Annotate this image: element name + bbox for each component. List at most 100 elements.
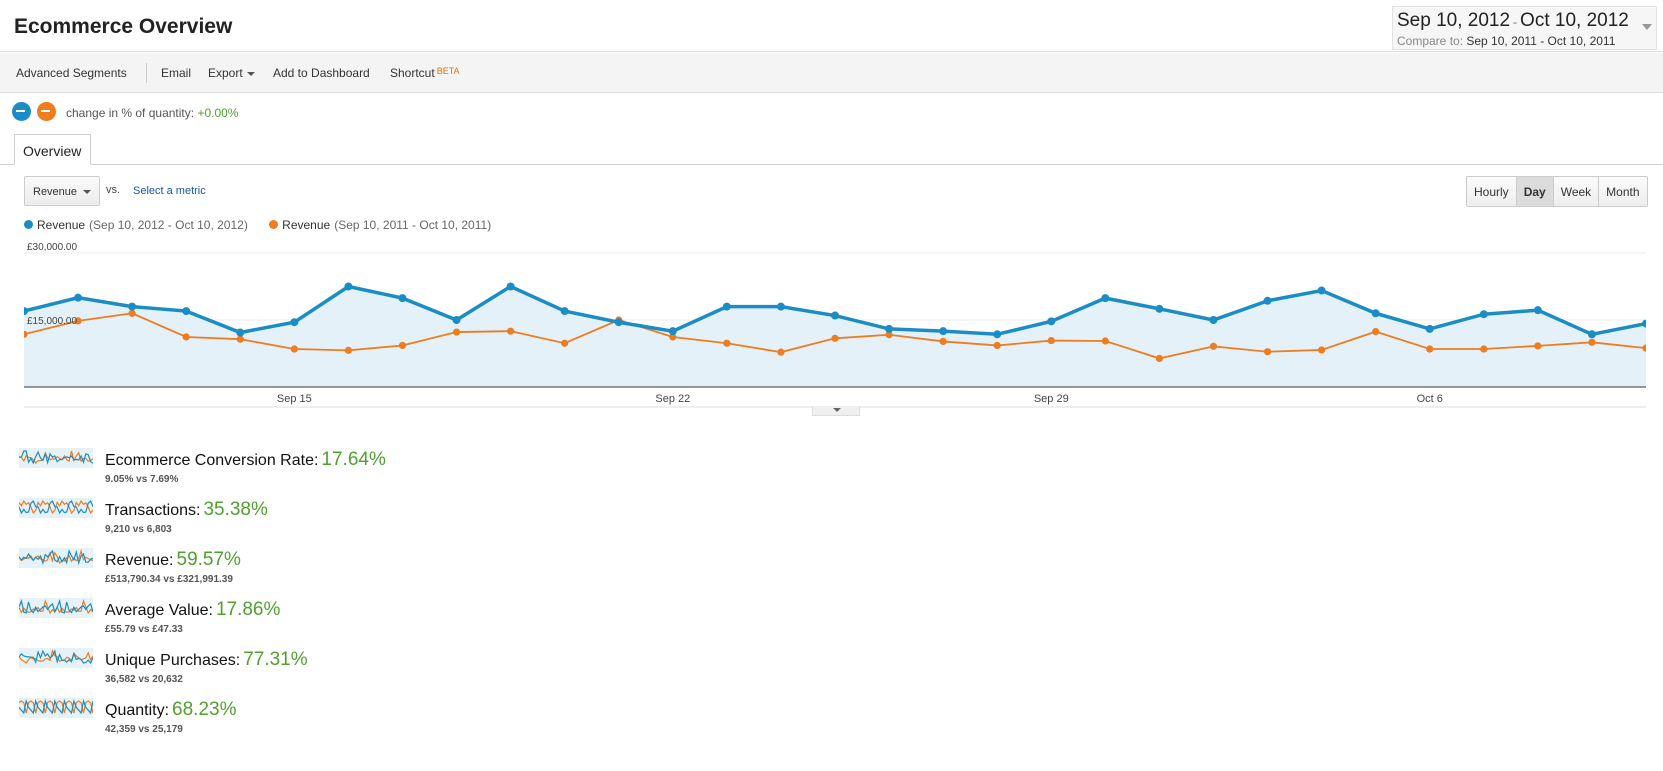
data-point (722, 302, 731, 311)
date-range-picker[interactable]: Sep 10, 2012- Oct 10, 2012 Compare to: Se… (1392, 6, 1657, 50)
sparkline-series (19, 598, 93, 614)
data-point (398, 341, 407, 350)
compare-label: Compare to: (1397, 34, 1464, 48)
data-point (1263, 348, 1272, 356)
data-point (1209, 342, 1218, 350)
toolbar: Advanced Segments Email Export Add to Da… (0, 53, 1663, 93)
data-point (74, 293, 83, 302)
data-point (344, 282, 353, 291)
chevron-down-icon[interactable] (1642, 24, 1652, 30)
data-point (776, 302, 785, 311)
metric-name: Average Value: (105, 602, 213, 619)
select-metric-link[interactable]: Select a metric (133, 185, 206, 197)
legend-item-previous[interactable]: Revenue (Sep 10, 2011 - Oct 10, 2011) (269, 218, 491, 232)
hourly-button[interactable]: Hourly (1467, 177, 1517, 206)
metric-compare: 36,582 vs 20,632 (105, 674, 183, 685)
data-point (1534, 342, 1542, 350)
sparkline (19, 548, 93, 568)
data-point (1642, 319, 1646, 328)
advanced-segments-button[interactable]: Advanced Segments (16, 66, 127, 80)
data-point (236, 335, 244, 343)
beta-badge: BETA (436, 66, 460, 76)
date-compare: Compare to: Sep 10, 2011 - Oct 10, 2011 (1397, 34, 1615, 48)
data-point (1101, 294, 1110, 303)
date-start: Sep 10, 2012 (1397, 10, 1511, 31)
add-to-dashboard-button[interactable]: Add to Dashboard (273, 66, 370, 80)
revenue-line-chart[interactable]: £30,000.00 £15,000.00 Sep 15 Sep 22 Sep 29 Oc… (0, 240, 1663, 410)
shortcut-button[interactable]: Shortcut BETA (390, 66, 460, 80)
day-button[interactable]: Day (1516, 177, 1554, 206)
metric-compare: 9.05% vs 7.69% (105, 474, 179, 485)
sparkline (19, 648, 93, 668)
data-point (831, 334, 839, 342)
data-point (1588, 338, 1596, 346)
metric-change: 68.23% (172, 699, 237, 720)
sparkline-series (19, 698, 93, 715)
data-point (290, 318, 299, 327)
vs-label: vs. (106, 184, 121, 196)
data-point (1425, 324, 1434, 333)
data-point (831, 311, 839, 320)
data-point (344, 346, 352, 354)
segment-blue-icon[interactable] (12, 102, 31, 121)
metric-name: Quantity: (105, 702, 170, 719)
data-point (1318, 346, 1326, 354)
data-point (1533, 306, 1542, 315)
data-point (669, 333, 677, 341)
data-point (236, 328, 245, 337)
metric-change: 17.64% (321, 449, 386, 470)
email-button[interactable]: Email (161, 66, 192, 80)
data-point (452, 328, 461, 336)
segment-orange-icon[interactable] (37, 102, 56, 121)
metric-title: Revenue: 59.57% (105, 549, 241, 571)
data-point (1426, 345, 1434, 353)
metric-change: 59.57% (176, 549, 241, 570)
toolbar-divider (146, 63, 147, 83)
series-area (24, 286, 1646, 387)
x-tick-label: Sep 22 (655, 393, 690, 405)
metric-change: 77.31% (243, 649, 308, 670)
metric-name: Unique Purchases: (105, 652, 241, 669)
segment-change-value: +0.00% (197, 106, 239, 120)
data-point (1155, 354, 1163, 363)
data-point (561, 339, 569, 347)
metric-compare: 42,359 vs 25,179 (105, 724, 183, 735)
metric-title: Quantity: 68.23% (105, 699, 236, 721)
date-range-main: Sep 10, 2012- Oct 10, 2012 (1397, 10, 1629, 32)
month-button[interactable]: Month (1599, 177, 1647, 206)
sparkline-series (19, 649, 93, 665)
legend-item-current[interactable]: Revenue (Sep 10, 2012 - Oct 10, 2012) (24, 218, 248, 232)
title-bar: Ecommerce Overview Sep 10, 2012- Oct 10, … (0, 0, 1663, 52)
chart-collapse-handle[interactable] (812, 406, 860, 416)
metric-name: Transactions: (105, 502, 201, 519)
caret-down-icon (83, 190, 91, 194)
data-point (1047, 336, 1055, 345)
legend-dot-icon (24, 220, 33, 229)
data-point (668, 327, 677, 336)
metric-name: Ecommerce Conversion Rate: (105, 452, 319, 469)
export-button[interactable]: Export (208, 66, 255, 80)
metric-title: Transactions: 35.38% (105, 499, 268, 521)
data-point (1317, 286, 1326, 295)
metric-select[interactable]: Revenue (24, 176, 100, 206)
data-point (777, 348, 785, 356)
sparkline-series (19, 549, 93, 566)
shortcut-label: Shortcut (390, 66, 435, 80)
metric-compare: £55.79 vs £47.33 (105, 624, 183, 635)
tab-overview[interactable]: Overview (14, 134, 91, 165)
data-point (1372, 328, 1380, 336)
granularity-toggle: Hourly Day Week Month (1466, 176, 1648, 207)
data-point (1155, 304, 1164, 313)
legend-series-range: (Sep 10, 2012 - Oct 10, 2012) (89, 218, 248, 232)
metric-name: Revenue: (105, 552, 174, 569)
sparkline-series (19, 548, 93, 565)
series-line (24, 284, 1646, 337)
data-point (939, 327, 948, 336)
sparkline-series (19, 450, 93, 465)
data-point (24, 330, 28, 338)
metric-select-label: Revenue (33, 186, 78, 198)
week-button[interactable]: Week (1553, 177, 1600, 206)
segment-change-text: change in % of quantity: +0.00% (66, 106, 238, 120)
metric-compare: £513,790.34 vs £321,991.39 (105, 574, 233, 585)
plot-area (24, 282, 1646, 387)
